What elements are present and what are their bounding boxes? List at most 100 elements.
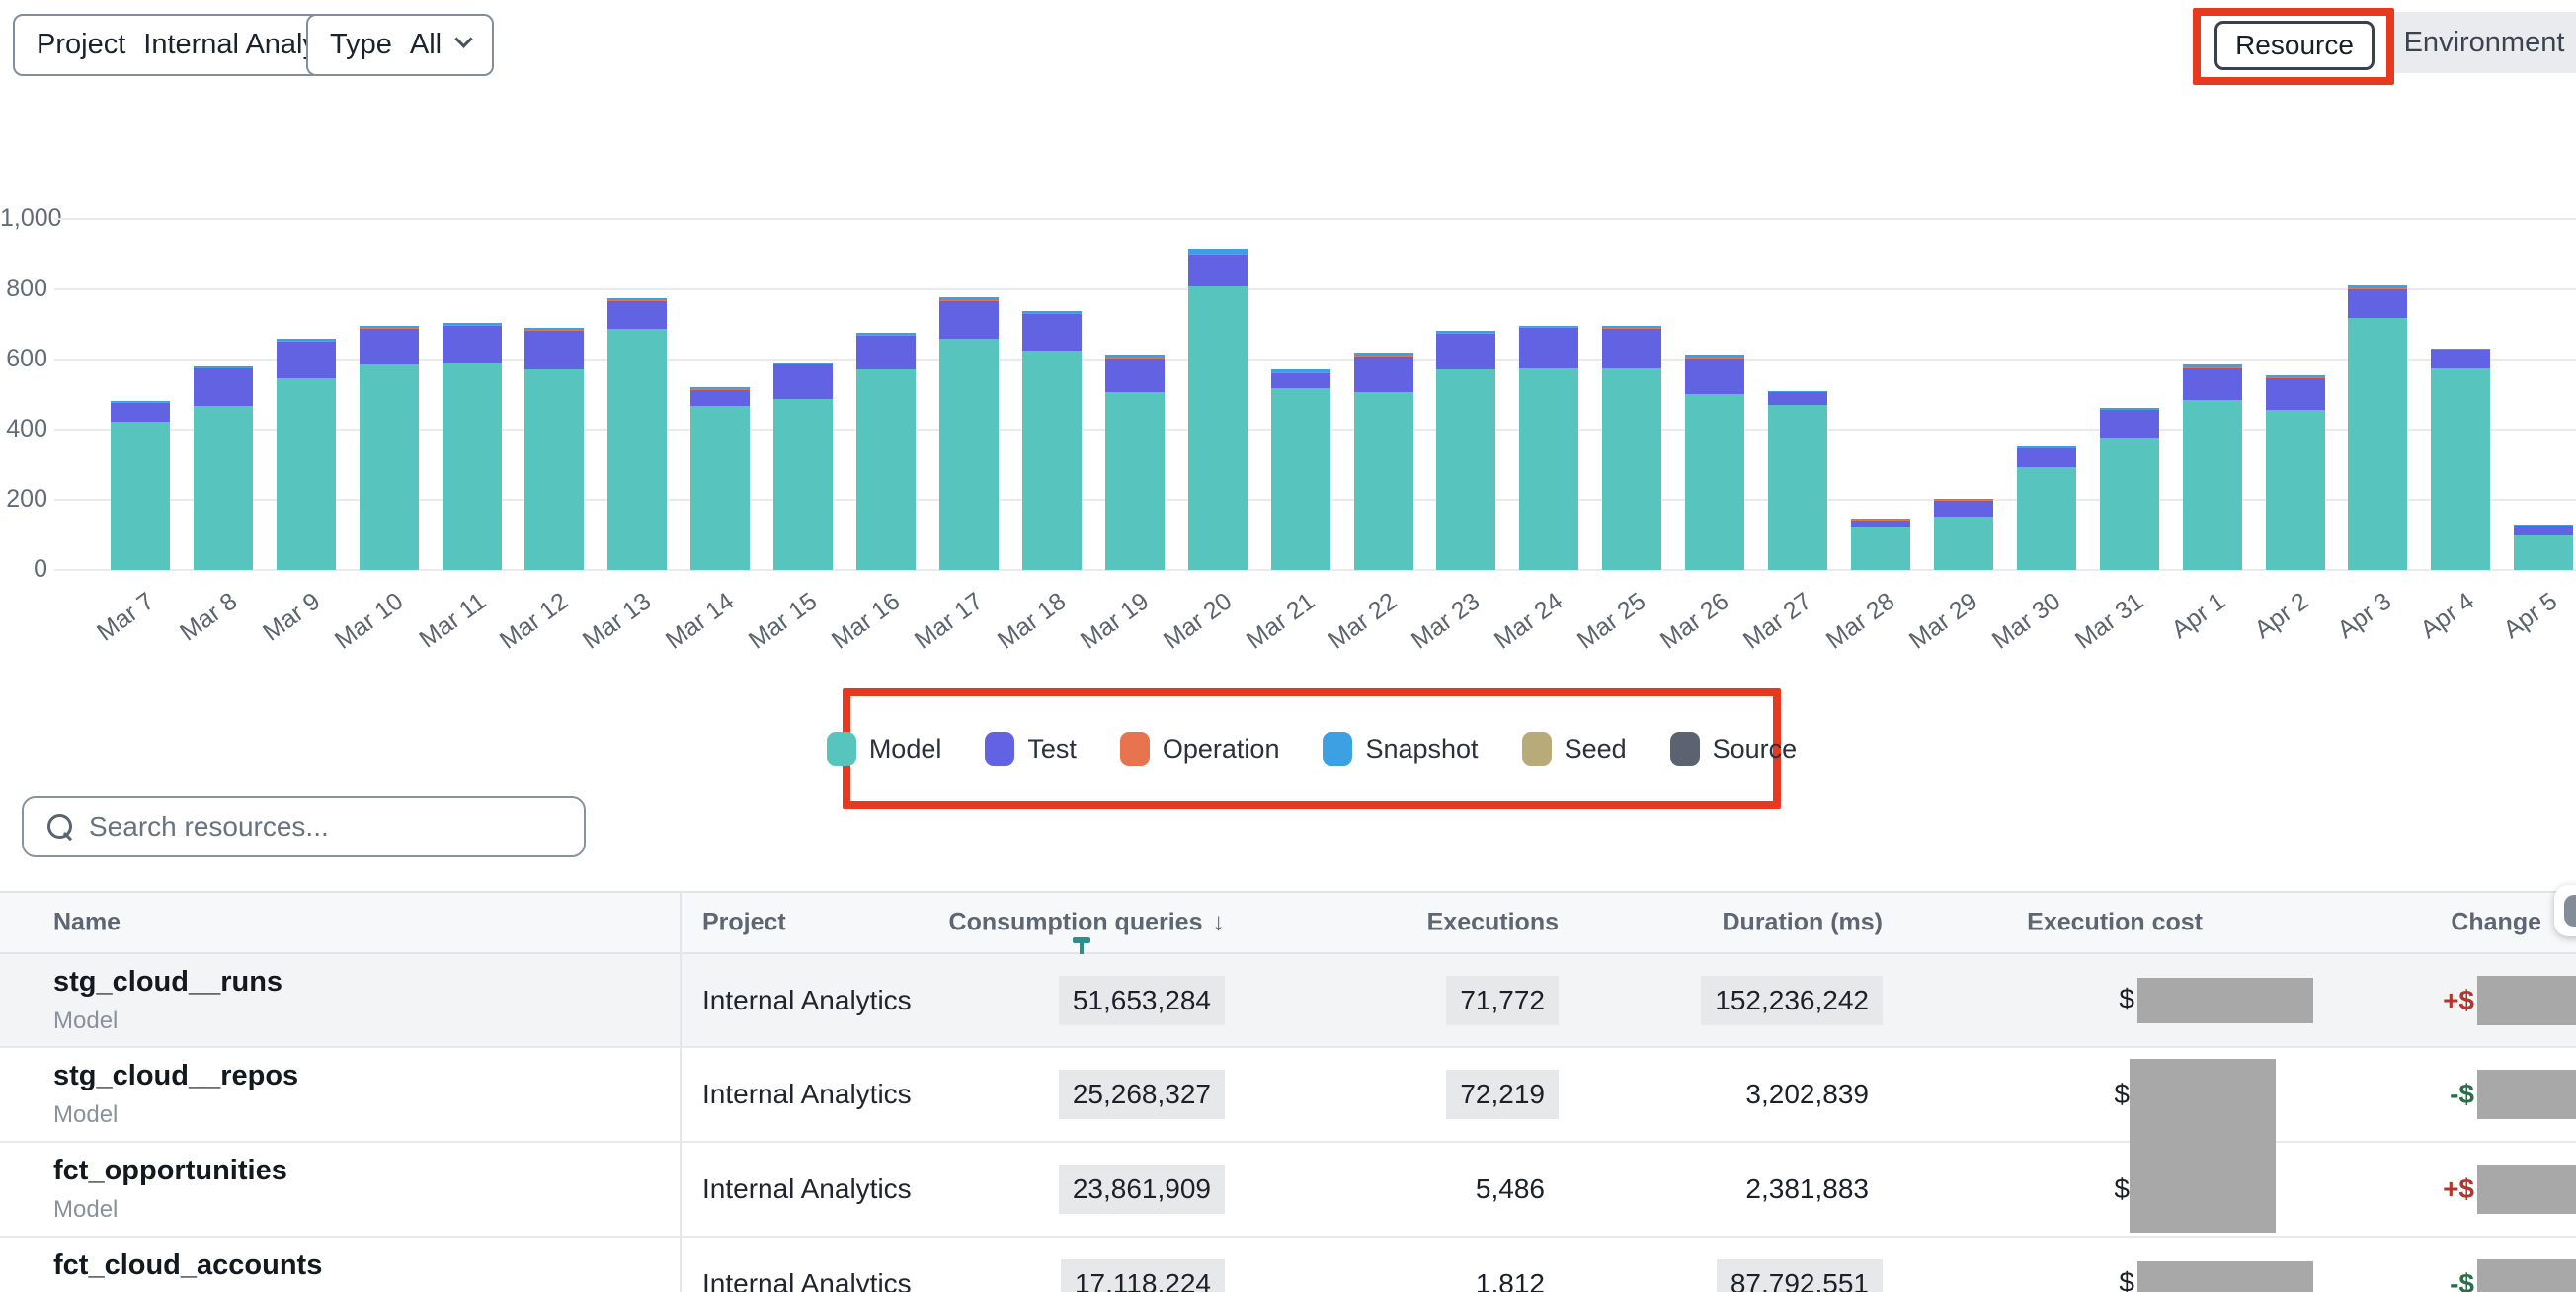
bar-segment-model [1270,388,1330,570]
bar-segment-test [2431,350,2491,369]
legend-item-snapshot[interactable]: Snapshot [1323,732,1479,766]
bar-segment-model [1602,367,1662,570]
bar-slot [1342,219,1425,570]
stacked-bar-mar-8[interactable] [193,366,253,570]
bar-segment-test [524,330,585,370]
scrollbar-thumb[interactable] [2554,885,2576,936]
col-header-project[interactable]: Project [702,908,786,936]
bar-segment-operation [1021,312,1082,314]
stacked-bar-mar-28[interactable] [1850,518,1910,570]
stacked-bar-mar-13[interactable] [607,297,668,570]
col-header-execution-cost[interactable]: Execution cost [2027,908,2203,936]
bar-segment-model [2099,438,2159,570]
executions-cell: 71,772 [1446,975,1559,1025]
bar-segment-test [690,389,751,407]
legend-item-operation[interactable]: Operation [1119,732,1279,766]
table-row-fct_cloud_accounts[interactable]: fct_cloud_accountsModel Internal Analytic… [0,1238,2576,1292]
bar-segment-operation [1519,326,1579,328]
consumption-cell: 25,268,327 [1058,1070,1225,1119]
project-cell: Internal Analytics [702,1079,912,1109]
bar-segment-operation [1436,333,1496,335]
stacked-bar-mar-18[interactable] [1021,310,1082,570]
stacked-bar-mar-17[interactable] [939,297,1000,570]
stacked-bar-mar-23[interactable] [1436,330,1496,570]
bar-segment-operation [690,389,751,390]
bar-segment-test [2099,410,2159,439]
stacked-bar-mar-19[interactable] [1104,355,1165,570]
bar-segment-snapshot [1602,325,1662,329]
legend-item-source[interactable]: Source [1669,732,1797,766]
bar-segment-model [1187,286,1248,570]
bar-segment-operation [110,402,170,404]
col-header-consumption-queries[interactable]: Consumption queries ↓ [948,908,1225,936]
type-filter-dropdown[interactable]: Type All [306,14,495,76]
bar-slot [2171,219,2254,570]
resource-name: fct_opportunities [53,1155,287,1186]
search-icon [47,814,73,840]
stacked-bar-mar-9[interactable] [276,339,336,570]
col-header-name[interactable]: Name [53,908,121,936]
stacked-bar-mar-25[interactable] [1602,325,1662,570]
bar-segment-model [2016,467,2076,570]
stacked-bar-apr-1[interactable] [2182,364,2242,570]
stacked-bar-mar-31[interactable] [2099,408,2159,570]
cost-redaction-block [2130,1059,2276,1233]
gridline [54,569,2576,571]
col-header-executions[interactable]: Executions [1426,908,1559,936]
stacked-bar-mar-16[interactable] [856,332,917,570]
bar-segment-test [359,328,419,365]
col-header-change[interactable]: Change [2451,908,2541,936]
stacked-bar-mar-11[interactable] [442,322,502,570]
legend-item-seed[interactable]: Seed [1521,732,1627,766]
stacked-bar-apr-3[interactable] [2348,285,2408,570]
bar-segment-model [2182,400,2242,570]
legend-item-model[interactable]: Model [826,732,942,766]
col-header-duration[interactable]: Duration (ms) [1722,908,1884,936]
stacked-bar-mar-29[interactable] [1933,498,1993,570]
bar-segment-model [193,406,253,570]
bar-segment-model [2514,534,2574,570]
legend-label: Snapshot [1365,733,1479,764]
legend-label: Model [868,733,942,764]
stacked-bar-mar-14[interactable] [690,387,751,570]
bar-segment-test [1850,520,1910,528]
bar-slot [2254,219,2337,570]
bar-segment-test [2016,448,2076,468]
stacked-bar-apr-4[interactable] [2431,349,2491,570]
bar-slot [2088,219,2171,570]
bar-segment-operation [524,330,585,331]
tab-resource[interactable]: Resource [2214,21,2375,70]
resource-type: Model [53,1196,119,1223]
bar-segment-test [1104,358,1165,393]
stacked-bar-mar-26[interactable] [1685,355,1745,570]
stacked-bar-mar-20[interactable] [1187,248,1248,570]
bar-segment-test [2265,377,2325,411]
change-cell: -$ [2450,1259,2576,1292]
change-sign: +$ [2443,1173,2474,1204]
stacked-bar-mar-12[interactable] [524,328,585,570]
stacked-bar-apr-5[interactable] [2514,525,2574,570]
bar-segment-operation [2348,288,2408,290]
stacked-bar-mar-10[interactable] [359,325,419,570]
stacked-bar-mar-15[interactable] [773,362,834,570]
stacked-bar-apr-2[interactable] [2265,375,2325,570]
stacked-bar-mar-7[interactable] [110,400,170,570]
bar-segment-snapshot [1768,390,1828,392]
bar-slot [1673,219,1756,570]
resource-name-cell: fct_opportunities Model [53,1155,287,1224]
stacked-bar-mar-21[interactable] [1270,369,1330,570]
table-row-stg_cloud__runs[interactable]: stg_cloud__runs Model Internal Analytics 51… [0,954,2576,1048]
stacked-bar-mar-27[interactable] [1768,390,1828,570]
stacked-bar-mar-30[interactable] [2016,446,2076,570]
stacked-bar-mar-24[interactable] [1519,325,1579,570]
resource-type: Model [53,1007,119,1034]
y-tick-label: 800 [6,275,47,302]
bar-slot [1176,219,1259,570]
search-input[interactable]: Search resources... [22,796,586,857]
bar-segment-snapshot [1850,518,1910,520]
bar-segment-model [1353,392,1413,570]
type-filter-value: All [409,29,443,60]
tab-environment[interactable]: Environment [2403,26,2565,58]
stacked-bar-mar-22[interactable] [1353,353,1413,570]
legend-item-test[interactable]: Test [985,732,1077,766]
